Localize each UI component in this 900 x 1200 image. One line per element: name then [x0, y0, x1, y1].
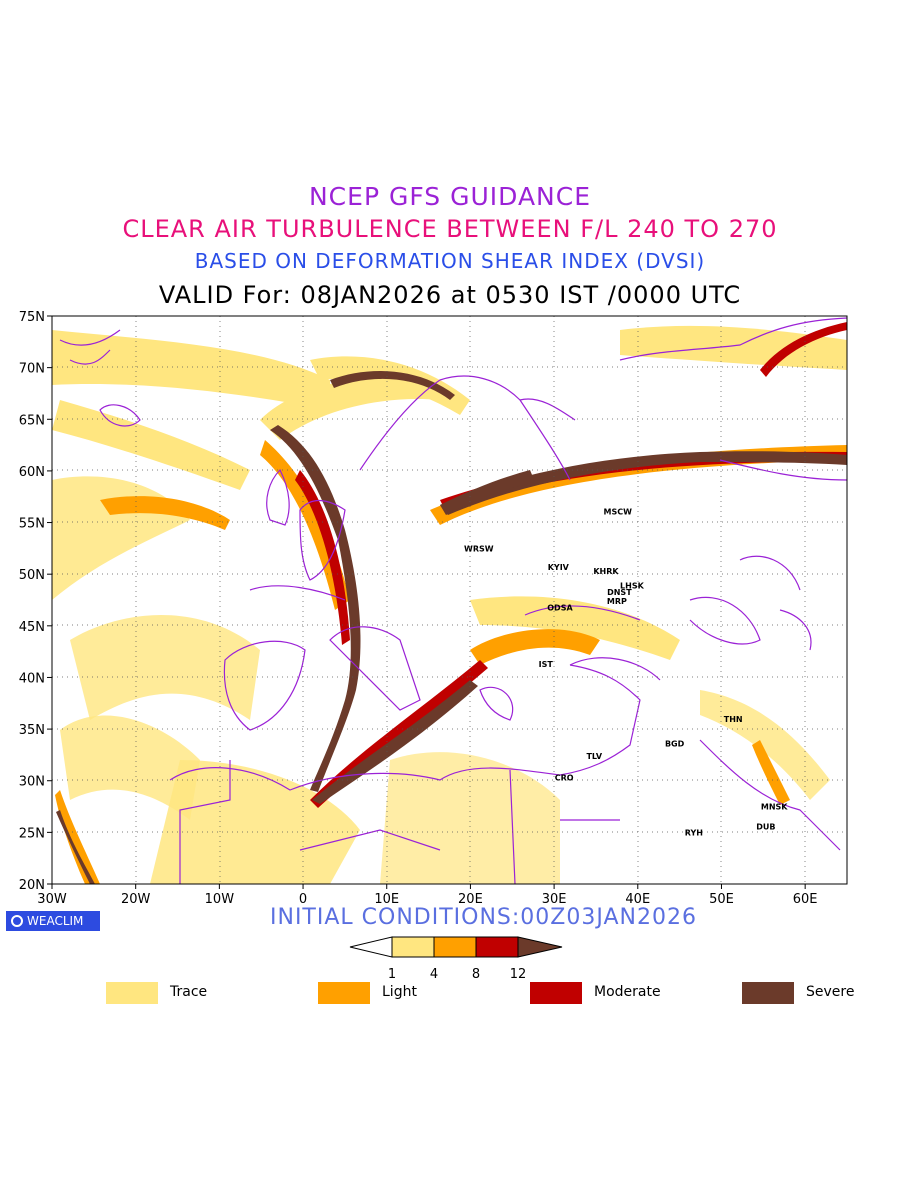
legend-label-light: Light: [382, 984, 417, 1000]
lat-tick-label: 20N: [19, 878, 45, 893]
city-label: ODSA: [547, 603, 573, 612]
legend-label-severe: Severe: [806, 984, 855, 1000]
city-label: KHRK: [593, 567, 619, 576]
colorbar-tick: 1: [388, 967, 396, 982]
title-line-1: NCEP GFS GUIDANCE: [308, 182, 591, 211]
title-line-3: BASED ON DEFORMATION SHEAR INDEX (DVSI): [194, 249, 706, 273]
city-label: WRSW: [464, 544, 494, 553]
lon-tick-label: 30E: [542, 892, 567, 907]
lat-tick-label: 65N: [19, 413, 45, 428]
city-label: TLV: [586, 752, 602, 761]
city-label: THN: [724, 715, 743, 724]
colorbar: 1 4 8 12: [349, 936, 563, 982]
trace-areas: [52, 325, 847, 884]
colorbar-tick: 8: [472, 967, 480, 982]
city-label: MNSK: [761, 803, 788, 812]
title-line-2: CLEAR AIR TURBULENCE BETWEEN F/L 240 TO …: [122, 215, 778, 243]
lat-tick-label: 75N: [19, 310, 45, 325]
longitude-ticks: 30W 20W 10W 0 10E 20E 30E 40E 50E 60E: [37, 884, 818, 907]
city-label: CRO: [555, 774, 574, 783]
colorbar-segment-trace: [391, 936, 435, 958]
lat-tick-label: 60N: [19, 465, 45, 480]
legend-label-trace: Trace: [170, 984, 208, 1000]
lat-tick-label: 45N: [19, 620, 45, 635]
city-label: IST: [539, 660, 554, 669]
lat-tick-label: 40N: [19, 671, 45, 686]
lat-tick-label: 50N: [19, 568, 45, 583]
lon-tick-label: 40E: [625, 892, 650, 907]
lat-tick-label: 35N: [19, 723, 45, 738]
city-label: MRP: [607, 597, 627, 606]
plot-frame: [51, 315, 848, 885]
lat-tick-label: 30N: [19, 775, 45, 790]
legend-label-moderate: Moderate: [594, 984, 661, 1000]
legend-swatch-severe: [742, 982, 794, 1004]
colorbar-segment-moderate: [475, 936, 519, 958]
lat-tick-label: 70N: [19, 362, 45, 377]
lon-tick-label: 10E: [374, 892, 399, 907]
colorbar-segment-severe: [517, 936, 563, 958]
legend-swatch-trace: [106, 982, 158, 1004]
valid-time: VALID For: 08JAN2026 at 0530 IST /0000 U…: [158, 281, 742, 309]
lon-tick-label: 0: [299, 892, 307, 907]
severe-areas: [56, 371, 847, 884]
lon-tick-label: 20E: [458, 892, 483, 907]
lat-tick-label: 55N: [19, 517, 45, 532]
colorbar-segment-light: [433, 936, 477, 958]
weaclim-logo-text: WEACLIM: [27, 914, 84, 928]
lon-tick-label: 50E: [709, 892, 734, 907]
colorbar-tick: 12: [510, 967, 527, 982]
legend-swatch-moderate: [530, 982, 582, 1004]
city-label: BGD: [665, 740, 685, 749]
latitude-ticks: 75N 70N 65N 60N 55N 50N 45N 40N 35N 30N 25N 20N: [19, 310, 52, 893]
initial-conditions: INITIAL CONDITIONS:00Z03JAN2026: [270, 905, 697, 930]
city-label: RYH: [685, 828, 703, 837]
coastlines: [59, 317, 847, 884]
city-label: LHSK: [620, 582, 645, 591]
city-label: MSCW: [603, 507, 632, 516]
legend-swatch-light: [318, 982, 370, 1004]
colorbar-tick: 4: [430, 967, 438, 982]
weaclim-logo-icon: [11, 915, 23, 927]
lon-tick-label: 60E: [793, 892, 818, 907]
lon-tick-label: 30W: [37, 892, 67, 907]
colorbar-low-arrow: [349, 936, 393, 958]
weaclim-logo: WEACLIM: [6, 911, 100, 931]
lon-tick-label: 20W: [121, 892, 151, 907]
lon-tick-label: 10W: [205, 892, 235, 907]
city-label: DNST: [607, 588, 632, 597]
city-label: DUB: [756, 822, 775, 831]
city-label: KYIV: [548, 563, 570, 572]
lat-tick-label: 25N: [19, 826, 45, 841]
